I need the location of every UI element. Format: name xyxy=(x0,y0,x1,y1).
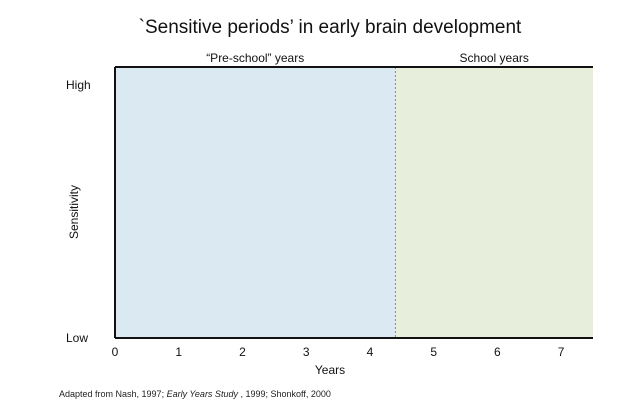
y-tick-labels: Low High xyxy=(66,78,91,345)
x-tick-1: 1 xyxy=(175,345,182,359)
footnote-part2: Early Years Study xyxy=(167,389,239,399)
x-tick-labels: 0 1 2 3 4 5 6 7 xyxy=(112,345,565,359)
x-tick-5: 5 xyxy=(430,345,437,359)
y-axis-label: Sensitivity xyxy=(67,185,81,239)
x-tick-4: 4 xyxy=(367,345,374,359)
source-footnote: Adapted from Nash, 1997; Early Years Stu… xyxy=(59,389,331,399)
x-tick-6: 6 xyxy=(494,345,501,359)
period-label-0: “Pre-school” years xyxy=(206,51,304,65)
x-tick-7: 7 xyxy=(558,345,565,359)
period-regions xyxy=(115,67,593,338)
y-tick-low: Low xyxy=(66,331,88,345)
period-labels: “Pre-school” years School years xyxy=(206,51,529,65)
period-region-1 xyxy=(395,67,593,338)
x-tick-0: 0 xyxy=(112,345,119,359)
period-label-1: School years xyxy=(460,51,529,65)
period-region-0 xyxy=(115,67,396,338)
footnote-part1: Adapted from Nash, 1997; xyxy=(59,389,167,399)
x-tick-2: 2 xyxy=(239,345,246,359)
y-tick-high: High xyxy=(66,78,91,92)
footnote-part3: , 1999; Shonkoff, 2000 xyxy=(238,389,331,399)
chart-title: `Sensitive periods’ in early brain devel… xyxy=(139,17,522,38)
x-tick-3: 3 xyxy=(303,345,310,359)
x-axis-label: Years xyxy=(315,363,345,377)
